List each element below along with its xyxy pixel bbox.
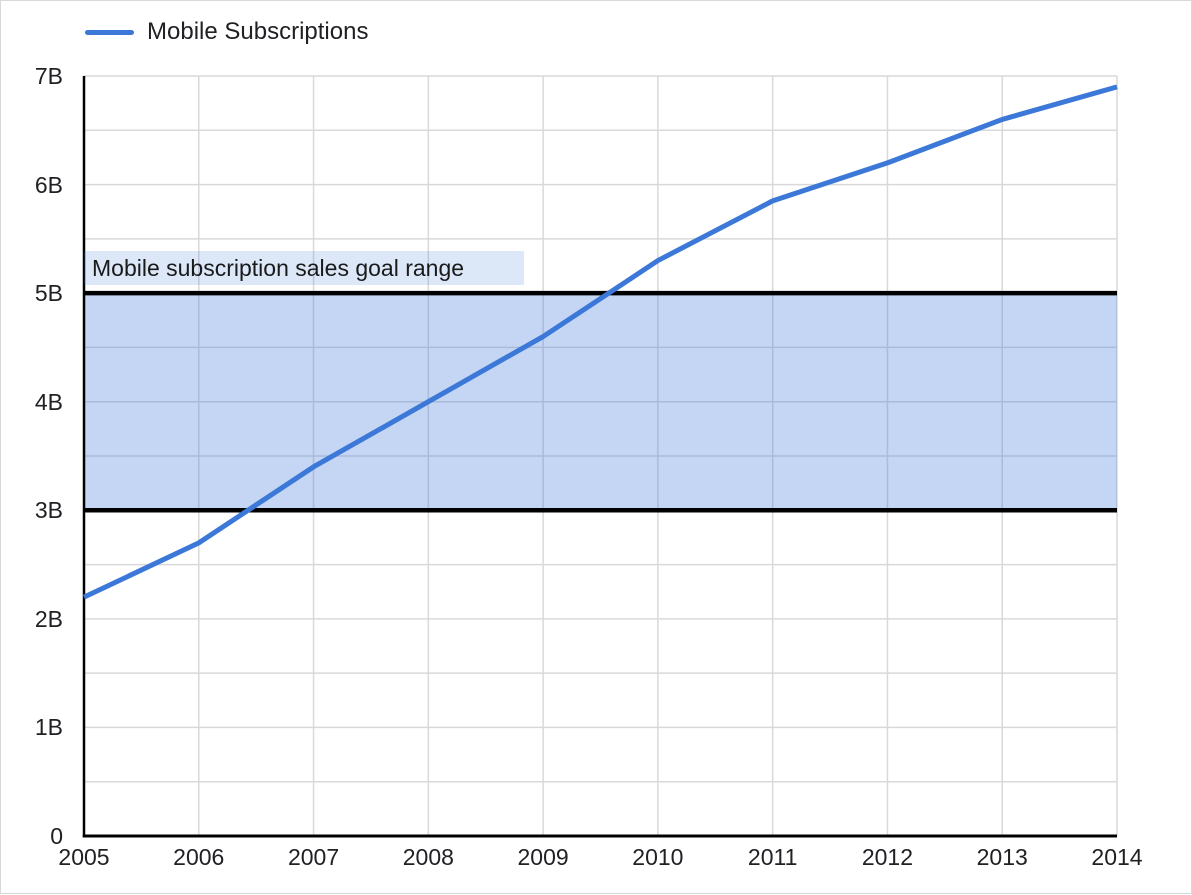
legend: Mobile Subscriptions [85,16,368,48]
legend-line-swatch [85,29,134,35]
y-tick-label: 1B [34,714,63,741]
y-tick-label: 7B [34,63,63,89]
y-tick-label: 4B [34,388,63,415]
x-tick-label: 2011 [747,844,798,870]
x-tick-label: 2013 [976,844,1028,870]
y-tick-label: 5B [34,280,63,307]
y-tick-label: 2B [34,605,63,632]
y-tick-label: 6B [34,171,63,198]
x-tick-label: 2010 [632,844,684,870]
x-tick-label: 2014 [1091,844,1143,870]
x-tick-label: 2007 [287,844,340,870]
y-tick-label: 3B [34,497,63,524]
x-tick-label: 2009 [517,844,569,870]
goal-range-band-label: Mobile subscription sales goal range [84,251,524,286]
x-tick-label: 2008 [402,844,454,870]
x-tick-label: 2006 [173,844,225,870]
x-tick-label: 2012 [861,844,914,870]
legend-series-label: Mobile Subscriptions [147,18,369,45]
x-tick-label: 2005 [58,844,110,870]
y-tick-label: 0 [50,823,63,849]
